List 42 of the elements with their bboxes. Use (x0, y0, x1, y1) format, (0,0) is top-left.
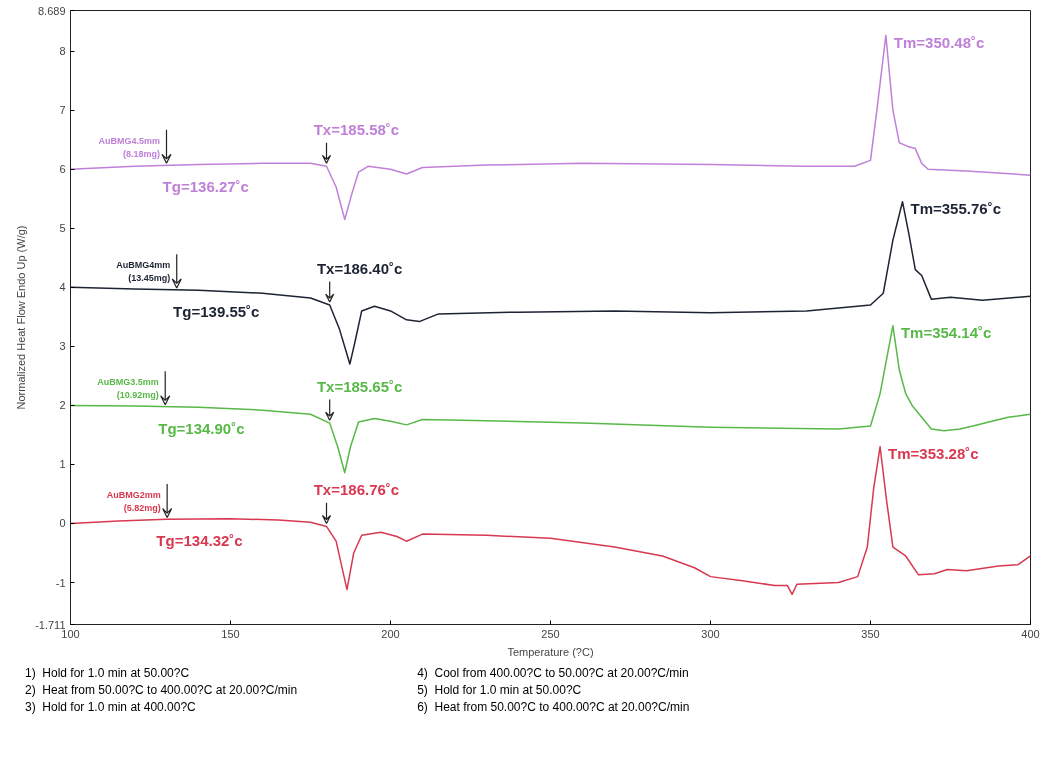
text: 1) Hold for 1.0 min at 50.00?C (25, 665, 191, 682)
x-axis-title: Temperature (?C) (507, 645, 594, 658)
annotation: Tg=136.27˚c (162, 178, 249, 196)
annotation: AuBMG2mm (5.82mg) (106, 490, 161, 514)
annotation: Tg=134.90˚c (158, 419, 245, 437)
x-tick-label: 400 (1021, 627, 1040, 640)
y-tick-label: 3 (59, 340, 66, 353)
y-tick-label: 8.689 (37, 4, 66, 17)
x-tick-label: 250 (541, 627, 560, 640)
annotation: Tm=354.14˚c (900, 324, 992, 342)
annotation: Tx=185.65˚c (316, 377, 403, 395)
y-axis-title: Normalized Heat Flow Endo Up (W/g) (15, 225, 28, 410)
line-series (70, 34, 1031, 221)
text: 4) Cool from 400.00?C to 50.00?C at 20.00?C/min (417, 665, 690, 682)
annotation: AuBMG4.5mm (8.18mg) (98, 135, 161, 159)
y-tick-label: 4 (59, 281, 66, 294)
annotation: AuBMG4mm (13.45mg) (116, 260, 171, 284)
text: 6) Heat from 50.00?C to 400.00?C at 20.00?C/min (417, 699, 690, 717)
y-tick-label: -1 (55, 576, 66, 589)
y-tick-label: 6 (59, 163, 66, 176)
annotation: Tm=355.76˚c (910, 200, 1001, 218)
y-tick-label: 1 (59, 458, 66, 471)
text: 5) Hold for 1.0 min at 50.00?C (417, 682, 583, 700)
annotation: Tg=134.32˚c (156, 532, 243, 550)
y-tick-label: 0 (59, 517, 66, 530)
annotation: AuBMG3.5mm (10.92mg) (97, 377, 159, 401)
x-tick-label: 350 (861, 627, 880, 640)
annotation: Tm=353.28˚c (888, 445, 979, 463)
y-tick-label: 7 (59, 104, 66, 117)
y-tick-label: 8 (59, 45, 66, 58)
annotation: Tx=185.58˚c (313, 120, 400, 138)
text: 2) Heat from 50.00?C to 400.00?C at 20.00?C/min (25, 682, 298, 700)
annotation: Tm=350.48˚c (893, 33, 985, 51)
y-tick-label: 2 (59, 399, 66, 412)
annotation: Tg=139.55˚c (173, 302, 260, 320)
annotation: Tx=186.76˚c (313, 481, 400, 499)
x-tick-label: 200 (381, 627, 400, 640)
text: 3) Hold for 1.0 min at 400.00?C (25, 699, 197, 717)
x-tick-label: 300 (701, 627, 720, 640)
x-tick-label: 150 (221, 627, 240, 640)
y-tick-label: 5 (59, 222, 66, 235)
annotation: Tx=186.40˚c (316, 259, 403, 277)
